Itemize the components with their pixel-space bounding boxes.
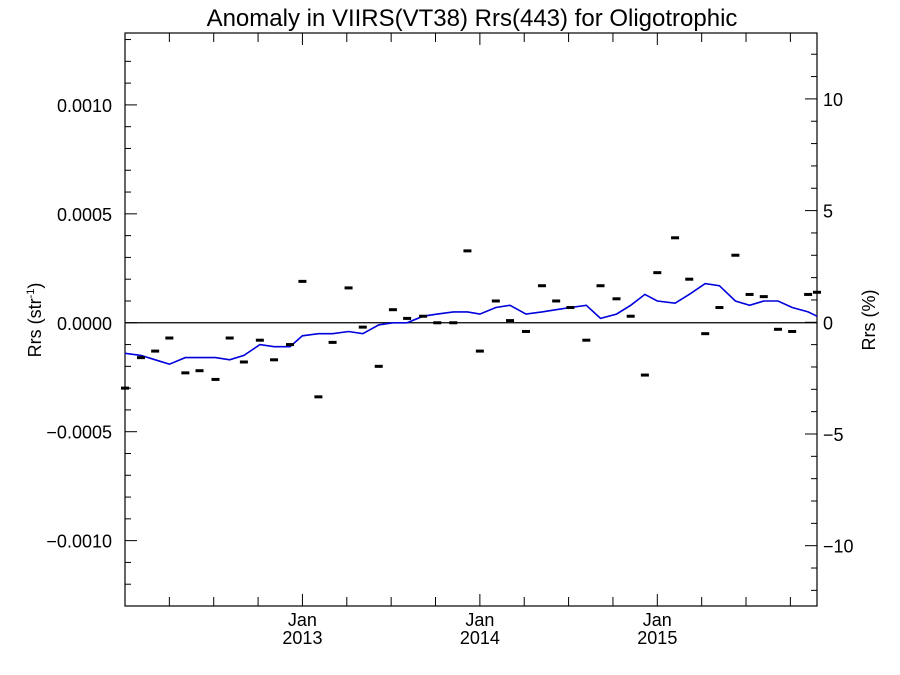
anomaly-point bbox=[813, 290, 821, 294]
anomaly-point bbox=[298, 279, 307, 283]
x-tick-year: 2014 bbox=[460, 628, 500, 648]
right-tick-label: −5 bbox=[823, 425, 844, 445]
x-tick-year: 2015 bbox=[637, 628, 677, 648]
anomaly-point bbox=[804, 292, 813, 296]
anomaly-point bbox=[403, 316, 412, 320]
left-axis-label-base: Rrs (str bbox=[25, 298, 45, 357]
x-tick-year: 2013 bbox=[282, 628, 322, 648]
anomaly-point bbox=[239, 360, 248, 364]
anomaly-point bbox=[582, 338, 591, 342]
plot-frame bbox=[124, 32, 818, 607]
anomaly-point bbox=[270, 358, 279, 362]
left-axis: 0.0010 0.0005 0.0000 −0.0005 −0.0010 bbox=[46, 39, 137, 585]
left-tick-label: −0.0010 bbox=[46, 532, 112, 552]
anomaly-point bbox=[121, 386, 129, 390]
anomaly-point bbox=[136, 356, 145, 360]
anomaly-point bbox=[653, 271, 662, 275]
left-tick-label: 0.0010 bbox=[57, 96, 112, 116]
anomaly-point bbox=[731, 253, 740, 257]
anomaly-point bbox=[701, 332, 710, 336]
left-tick-label: 0.0005 bbox=[57, 205, 112, 225]
mean-anomaly-line bbox=[124, 282, 818, 366]
anomaly-point bbox=[612, 297, 621, 301]
series-markers bbox=[121, 236, 821, 399]
series-line bbox=[124, 282, 818, 366]
anomaly-point bbox=[522, 329, 531, 333]
left-axis-label-sup: -1 bbox=[25, 289, 37, 299]
right-axis: 10 5 0 −5 −10 bbox=[805, 53, 854, 591]
anomaly-point bbox=[286, 343, 295, 347]
anomaly-point bbox=[344, 286, 353, 290]
anomaly-point bbox=[449, 321, 458, 325]
anomaly-point bbox=[640, 373, 649, 377]
right-tick-label: −10 bbox=[823, 537, 854, 557]
anomaly-point bbox=[788, 329, 797, 333]
anomaly-point bbox=[328, 340, 337, 344]
plot-border bbox=[124, 32, 818, 607]
right-tick-label: 0 bbox=[823, 313, 833, 333]
left-tick-label: −0.0005 bbox=[46, 423, 112, 443]
right-tick-label: 5 bbox=[823, 202, 833, 222]
left-axis-label: Rrs (str-1) bbox=[25, 283, 45, 358]
anomaly-point bbox=[255, 338, 264, 342]
anomaly-point bbox=[181, 371, 190, 375]
anomaly-point bbox=[388, 308, 397, 312]
left-tick-label: 0.0000 bbox=[57, 314, 112, 334]
right-axis-label: Rrs (%) bbox=[859, 290, 879, 351]
anomaly-point bbox=[745, 292, 754, 296]
anomaly-point bbox=[374, 364, 383, 368]
anomaly-point bbox=[537, 284, 546, 288]
anomaly-point bbox=[314, 395, 323, 399]
anomaly-point bbox=[671, 236, 680, 240]
anomaly-point bbox=[195, 369, 204, 373]
x-tick-month: Jan bbox=[643, 610, 672, 630]
anomaly-point bbox=[475, 349, 484, 353]
anomaly-point bbox=[773, 327, 782, 331]
anomaly-point bbox=[211, 377, 220, 381]
anomaly-point bbox=[491, 299, 500, 303]
anomaly-point bbox=[715, 306, 724, 310]
anomaly-point bbox=[759, 295, 768, 299]
x-tick-month: Jan bbox=[288, 610, 317, 630]
anomaly-point bbox=[506, 319, 515, 323]
anomaly-point bbox=[626, 314, 635, 318]
anomaly-point bbox=[596, 284, 605, 288]
anomaly-point bbox=[552, 299, 561, 303]
anomaly-point bbox=[685, 277, 694, 281]
anomaly-point bbox=[358, 325, 367, 329]
chart-title: Anomaly in VIIRS(VT38) Rrs(443) for Olig… bbox=[207, 5, 738, 32]
anomaly-point bbox=[433, 321, 442, 325]
anomaly-point bbox=[225, 336, 234, 340]
anomaly-point bbox=[566, 306, 575, 310]
anomaly-point bbox=[419, 314, 428, 318]
right-tick-label: 10 bbox=[823, 90, 843, 110]
anomaly-point bbox=[151, 349, 160, 353]
x-tick-month: Jan bbox=[465, 610, 494, 630]
left-axis-label-close: ) bbox=[25, 283, 45, 289]
anomaly-point bbox=[463, 249, 472, 253]
anomaly-point bbox=[165, 336, 174, 340]
